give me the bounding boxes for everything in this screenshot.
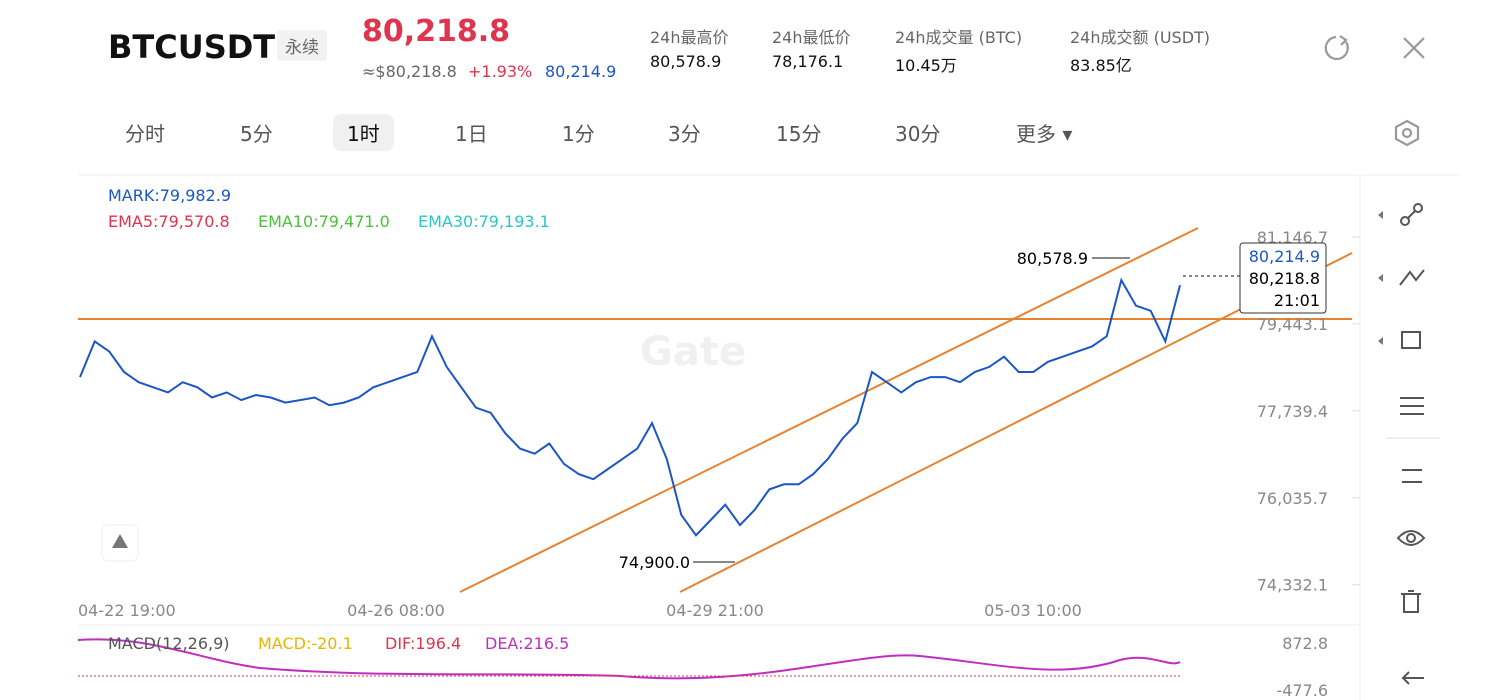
usd-price: ≈$80,218.8 — [362, 62, 457, 81]
x-tick-label: 04-22 19:00 — [78, 601, 176, 620]
x-tick-label: 04-29 21:00 — [666, 601, 764, 620]
stat-label: 24h成交量 (BTC) — [895, 28, 1023, 47]
y-tick-label: 74,332.1 — [1257, 576, 1328, 595]
tab[interactable]: 分时 — [125, 122, 165, 146]
toolbar-arrows — [1378, 211, 1383, 345]
low-label: 74,900.0 — [619, 553, 690, 572]
price-box-countdown: 21:01 — [1274, 291, 1320, 310]
stat-value: 10.45万 — [895, 56, 957, 75]
macd-pane: MACD(12,26,9) MACD:-20.1 DIF:196.4 DEA:2… — [77, 634, 1328, 700]
macd-line — [77, 638, 1181, 680]
tab[interactable]: 30分 — [895, 122, 941, 146]
stat-value: 80,578.9 — [650, 52, 722, 71]
macd-value: MACD:-20.1 — [258, 634, 353, 653]
contract-tag: 永续 — [277, 30, 327, 61]
tool-icon[interactable] — [1400, 216, 1410, 226]
stat-label: 24h成交额 (USDT) — [1070, 28, 1211, 47]
legend-ema30: EMA30:79,193.1 — [418, 212, 550, 231]
tab[interactable]: 3分 — [668, 122, 701, 146]
undo-icon[interactable] — [1401, 671, 1424, 685]
price-line — [79, 277, 1181, 537]
channel-line — [459, 227, 1199, 593]
price-box — [1239, 242, 1327, 314]
drawings — [78, 227, 1353, 593]
y-tick-label: 76,035.7 — [1257, 489, 1328, 508]
price-box-mark: 80,214.9 — [1249, 247, 1320, 266]
mark-price: 80,214.9 — [545, 62, 617, 81]
tab[interactable]: 1日 — [455, 122, 488, 146]
tab-label: 更多 — [1016, 122, 1056, 146]
macd-title: MACD(12,26,9) — [108, 634, 230, 653]
price-box-last: 80,218.8 — [1249, 269, 1320, 288]
stat-label: 24h最低价 — [772, 28, 851, 47]
tab[interactable]: 1时 — [333, 114, 394, 151]
tool-icon[interactable] — [1399, 269, 1425, 286]
y-tick-label: 81,146.7 — [1257, 228, 1328, 247]
tool-icon[interactable] — [1400, 397, 1424, 415]
eye-icon[interactable] — [1396, 530, 1426, 546]
dif-value: DIF:196.4 — [385, 634, 461, 653]
tool-icon[interactable] — [1402, 469, 1422, 483]
macd-top: 872.8 — [1282, 634, 1328, 653]
refresh-icon[interactable] — [1324, 35, 1349, 61]
stat-value: 83.85亿 — [1070, 56, 1132, 75]
stat-value: 78,176.1 — [772, 52, 844, 71]
delete-icon[interactable] — [1401, 590, 1421, 613]
symbol: BTCUSDT — [108, 28, 276, 66]
replay-icon — [112, 534, 128, 548]
toolbar — [1386, 203, 1440, 685]
x-tick-label: 05-03 10:00 — [984, 601, 1082, 620]
stat-label: 24h最高价 — [650, 28, 729, 47]
header-icons — [1324, 35, 1425, 147]
watermark: Gate — [640, 329, 746, 375]
tab[interactable]: 更多 ▾ — [1016, 122, 1073, 146]
tab[interactable]: 1分 — [562, 122, 595, 146]
tab[interactable]: 5分 — [240, 122, 273, 146]
x-tick-label: 04-26 08:00 — [347, 601, 445, 620]
close-icon[interactable] — [1403, 37, 1425, 59]
macd-bottom: -477.6 — [1276, 681, 1328, 700]
settings-icon[interactable] — [1394, 119, 1420, 147]
legend-ema10: EMA10:79,471.0 — [258, 212, 390, 231]
high-label: 80,578.9 — [1017, 249, 1088, 268]
y-tick-label: 77,739.4 — [1257, 402, 1328, 421]
dea-value: DEA:216.5 — [485, 634, 569, 653]
tab[interactable]: 15分 — [776, 122, 822, 146]
tool-icon[interactable] — [1401, 331, 1421, 349]
last-price: 80,218.8 — [362, 14, 511, 49]
plot: 81,146.7 79,443.1 77,739.4 76,035.7 74,332.1 — [79, 228, 1360, 595]
legend-mark: MARK:79,982.9 — [108, 186, 231, 205]
legend-ema5: EMA5:79,570.8 — [108, 212, 230, 231]
y-tick-label: 79,443.1 — [1257, 315, 1328, 334]
change: +1.93% — [468, 62, 533, 81]
